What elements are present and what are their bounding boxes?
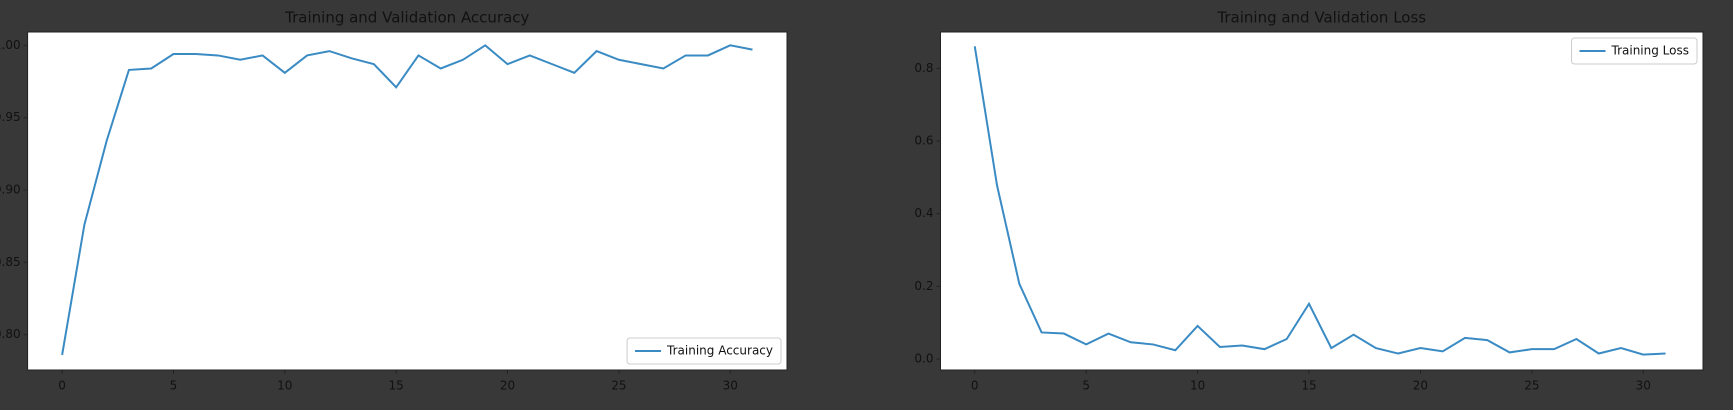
legend-label: Training Loss	[1611, 44, 1689, 58]
x-tick-label: 10	[277, 379, 292, 393]
y-tick-label: 0.0	[914, 351, 933, 365]
x-tick-label: 0	[971, 379, 979, 393]
y-tick-label: 0.90	[0, 183, 21, 197]
chart-title: Training and Validation Accuracy	[284, 9, 529, 27]
legend: Training Loss	[1571, 37, 1698, 65]
data-line	[973, 46, 1666, 356]
y-tick-label: 0.8	[914, 61, 933, 75]
legend: Training Accuracy	[626, 337, 782, 365]
plot-area	[940, 31, 1704, 371]
legend-label: Training Accuracy	[666, 344, 773, 358]
x-tick-label: 25	[611, 379, 626, 393]
x-tick-label: 0	[58, 379, 66, 393]
x-tick-label: 15	[1301, 379, 1316, 393]
legend-box	[626, 337, 782, 365]
y-tick-label: 0.80	[0, 327, 21, 341]
y-tick-label: 0.2	[914, 279, 933, 293]
x-tick-label: 30	[1636, 379, 1651, 393]
y-tick-label: 0.95	[0, 110, 21, 124]
legend-box	[1571, 37, 1698, 65]
y-tick-label: 1.00	[0, 38, 21, 52]
x-tick-label: 5	[1082, 379, 1090, 393]
x-tick-label: 5	[170, 379, 178, 393]
x-tick-label: 25	[1524, 379, 1539, 393]
plot-area	[27, 31, 788, 371]
x-tick-label: 15	[389, 379, 404, 393]
x-tick-label: 20	[500, 379, 515, 393]
x-tick-label: 30	[723, 379, 738, 393]
data-line	[61, 44, 753, 356]
y-tick-label: 0.6	[914, 134, 933, 148]
x-tick-label: 20	[1413, 379, 1428, 393]
y-tick-label: 0.85	[0, 255, 21, 269]
y-tick-label: 0.4	[914, 206, 933, 220]
x-tick-label: 10	[1190, 379, 1205, 393]
chart-title: Training and Validation Loss	[1216, 9, 1426, 27]
